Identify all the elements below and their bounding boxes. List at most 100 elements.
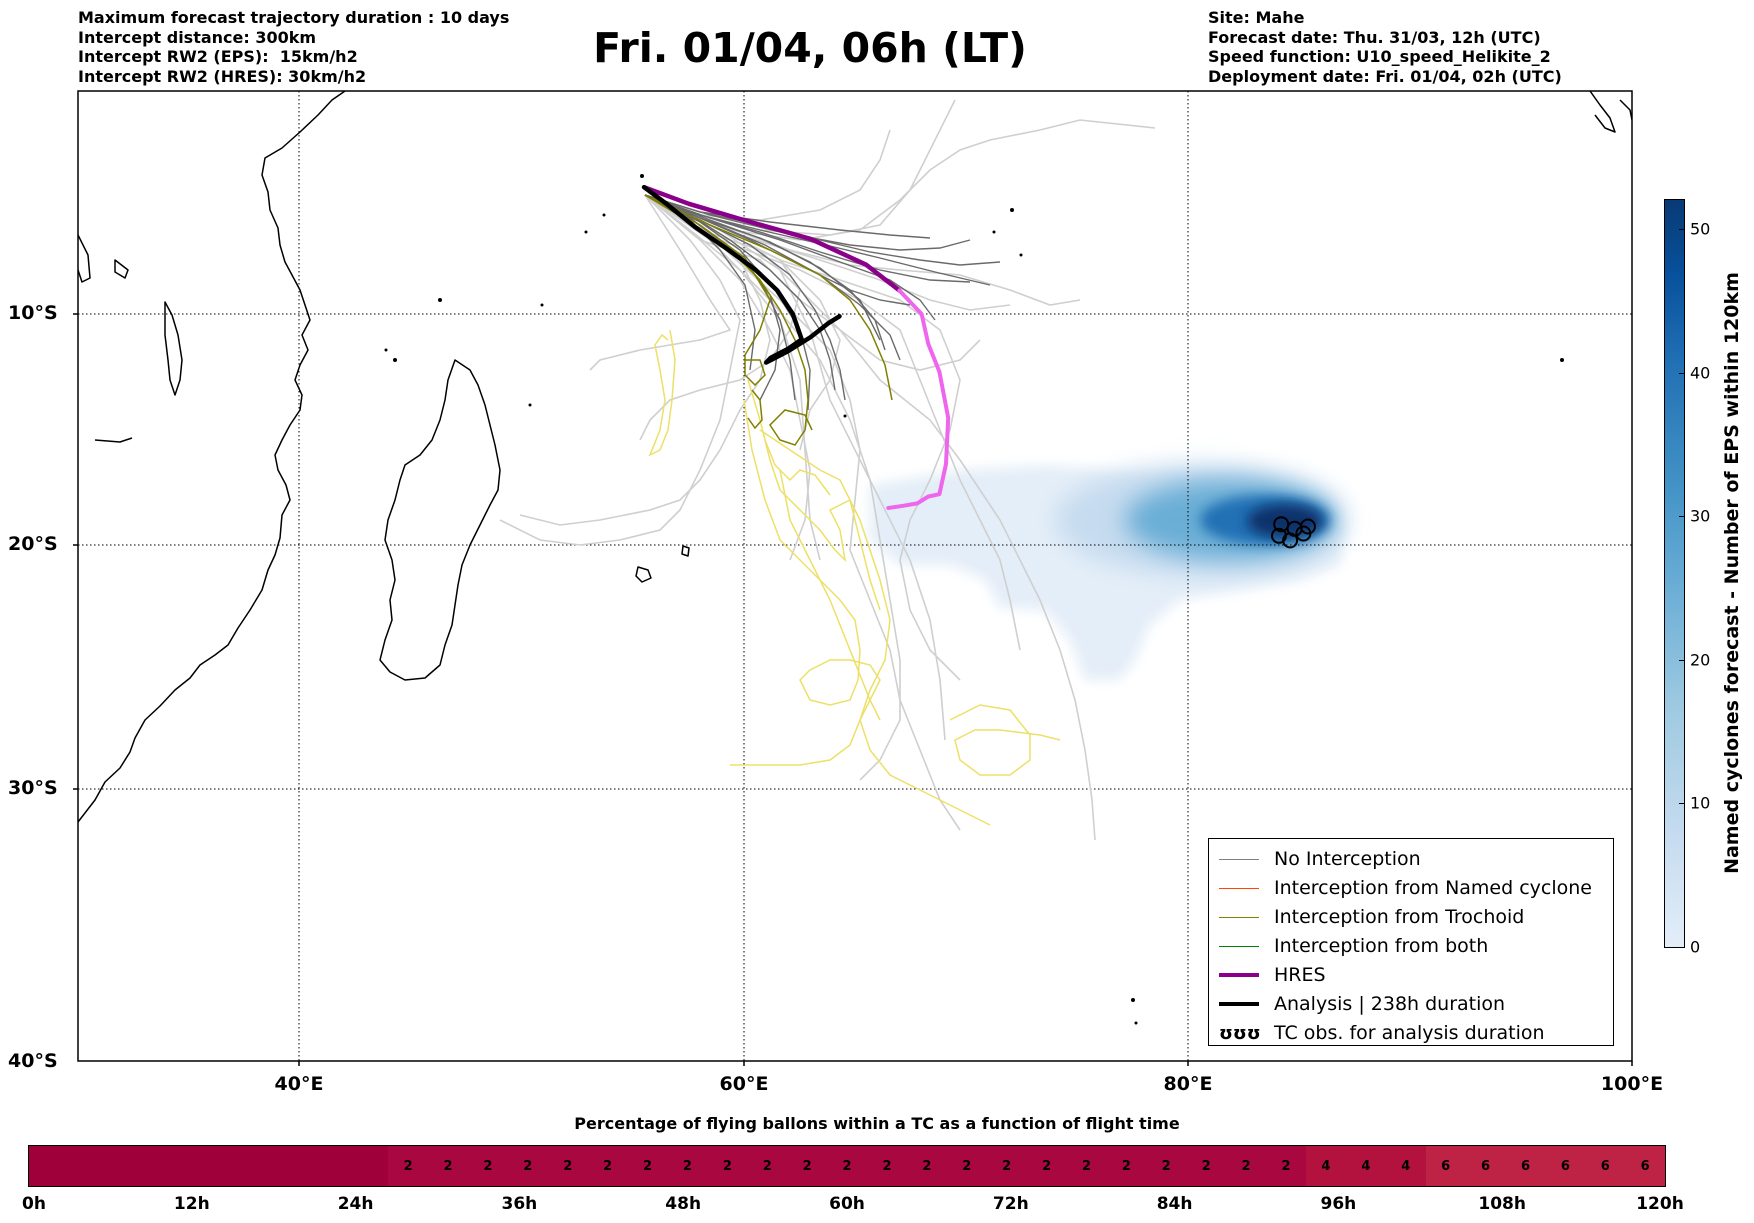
trochoid-track [759, 429, 881, 611]
legend-label: Interception from Trochoid [1274, 906, 1525, 928]
flight-bar-cell: 2 [388, 1146, 429, 1186]
ensemble-track [644, 194, 811, 561]
ensemble-track [644, 194, 1021, 651]
lat-label: 20°S [8, 533, 58, 555]
flight-bar-cell [108, 1146, 149, 1186]
island [843, 414, 847, 418]
lon-label: 60°E [719, 1073, 769, 1095]
flight-bar-cell: 2 [827, 1146, 868, 1186]
ensemble-track [644, 194, 1081, 306]
island [584, 230, 588, 234]
coastlines [78, 91, 1632, 823]
flight-bar-cell: 2 [547, 1146, 588, 1186]
density-peak [1247, 504, 1323, 538]
flight-bar-cell [188, 1146, 229, 1186]
flight-bar-cell: 2 [867, 1146, 907, 1186]
interception-track [747, 389, 763, 430]
flight-bar-cell [268, 1146, 309, 1186]
legend-item-both: Interception from both [1209, 933, 1488, 959]
colorbar-tick-label: 10 [1690, 793, 1711, 813]
flight-bar-cell: 2 [1186, 1146, 1227, 1186]
reunion-coastline [635, 566, 652, 583]
indonesia-coastline [1589, 91, 1616, 133]
flight-bar-cell: 2 [1106, 1146, 1147, 1186]
africa-coastline [78, 91, 346, 823]
legend-label: Analysis | 238h duration [1274, 993, 1506, 1015]
flight-bar-cell: 2 [1026, 1146, 1067, 1186]
colorbar-tickmark [1679, 947, 1685, 948]
legend-item-trochoid: Interception from Trochoid [1209, 904, 1524, 930]
legend-item-tc-obs: ʊʊʊ TC obs. for analysis duration [1209, 1020, 1545, 1046]
flight-bar-cell: 2 [1146, 1146, 1187, 1186]
legend-item-no-interception: No Interception [1209, 846, 1421, 872]
trochoid-track [779, 469, 881, 721]
island [1019, 253, 1023, 257]
trochoid-track [747, 379, 991, 826]
flight-bar-tick-label: 0h [22, 1194, 46, 1214]
flight-bar-cell: 2 [707, 1146, 748, 1186]
flight-bar-tick-label: 12h [173, 1194, 210, 1214]
colorbar-tick-label: 30 [1690, 506, 1711, 526]
island [602, 213, 606, 217]
legend-item-named-cyclone: Interception from Named cyclone [1209, 875, 1592, 901]
ensemble-track [644, 194, 1001, 266]
small-islands [384, 174, 1564, 1025]
colorbar-label: Named cyclones forecast - Number of EPS … [1721, 272, 1743, 874]
flight-bar-tick-label: 48h [665, 1194, 702, 1214]
legend-item-hres: HRES [1209, 962, 1326, 988]
island [1010, 208, 1014, 212]
colorbar-tickmark [1679, 803, 1685, 804]
header-right: Site: Mahe Forecast date: Thu. 31/03, 12… [1208, 8, 1562, 86]
flight-bar-cell: 2 [428, 1146, 468, 1186]
flight-bar-cell [308, 1146, 349, 1186]
flight-bar-cell: 2 [667, 1146, 708, 1186]
header-right-line: Site: Mahe [1208, 8, 1305, 27]
map-frame [77, 90, 1633, 1062]
flight-bar-cell: 6 [1545, 1146, 1586, 1186]
flight-bar-cell: 2 [946, 1146, 987, 1186]
ensemble-track [644, 194, 931, 239]
legend-label: No Interception [1274, 848, 1421, 870]
island [384, 348, 388, 352]
header-left-line: Intercept RW2 (EPS): 15km/h2 [78, 47, 358, 66]
flight-bar-cell: 4 [1385, 1146, 1426, 1186]
lake-tanganyika [164, 301, 183, 396]
ensemble-track [644, 194, 971, 251]
flight-bar-title: Percentage of flying ballons within a TC… [574, 1114, 1180, 1133]
flight-bar-cell: 2 [747, 1146, 788, 1186]
lon-label: 40°E [274, 1073, 324, 1095]
map-ticks [73, 313, 1633, 1066]
header-right-line: Speed function: U10_speed_Helikite_2 [1208, 47, 1551, 66]
interception-track [644, 194, 893, 401]
flight-bar-tick-label: 108h [1478, 1194, 1526, 1214]
interception-track [644, 194, 771, 387]
lake-coastline-2 [94, 437, 133, 443]
island [393, 358, 397, 362]
header-left-line: Intercept distance: 300km [78, 27, 317, 47]
lake-coastline [114, 259, 129, 279]
colorbar-tickmark [1679, 373, 1685, 374]
header-left: Maximum forecast trajectory duration : 1… [78, 8, 509, 86]
island [992, 230, 996, 234]
tc-obs-symbol-icon: ʊʊʊ [1219, 1022, 1261, 1044]
colorbar-tickmark [1679, 229, 1685, 230]
page-title: Fri. 01/04, 06h (LT) [593, 24, 1027, 72]
header-left-line: Maximum forecast trajectory duration : 1… [78, 8, 510, 27]
header-left-line: Intercept RW2 (HRES): 30km/h2 [78, 66, 367, 86]
legend-label: Interception from both [1274, 935, 1489, 957]
flight-bar-cell: 2 [587, 1146, 628, 1186]
flight-bar-tick-label: 84h [1156, 1194, 1193, 1214]
flight-bar-tick-label: 24h [337, 1194, 374, 1214]
colorbar-tick-label: 40 [1690, 363, 1711, 383]
flight-bar-cell: 4 [1306, 1146, 1346, 1186]
legend-label: TC obs. for analysis duration [1274, 1022, 1545, 1044]
legend-label: Interception from Named cyclone [1274, 877, 1592, 899]
map-content [78, 91, 1632, 1061]
ensemble-track [644, 194, 946, 741]
flight-bar-cell: 6 [1505, 1146, 1546, 1186]
island [528, 403, 532, 407]
ensemble-track [644, 194, 901, 781]
flight-bar-tick-label: 96h [1320, 1194, 1357, 1214]
analysis-track [641, 184, 842, 365]
